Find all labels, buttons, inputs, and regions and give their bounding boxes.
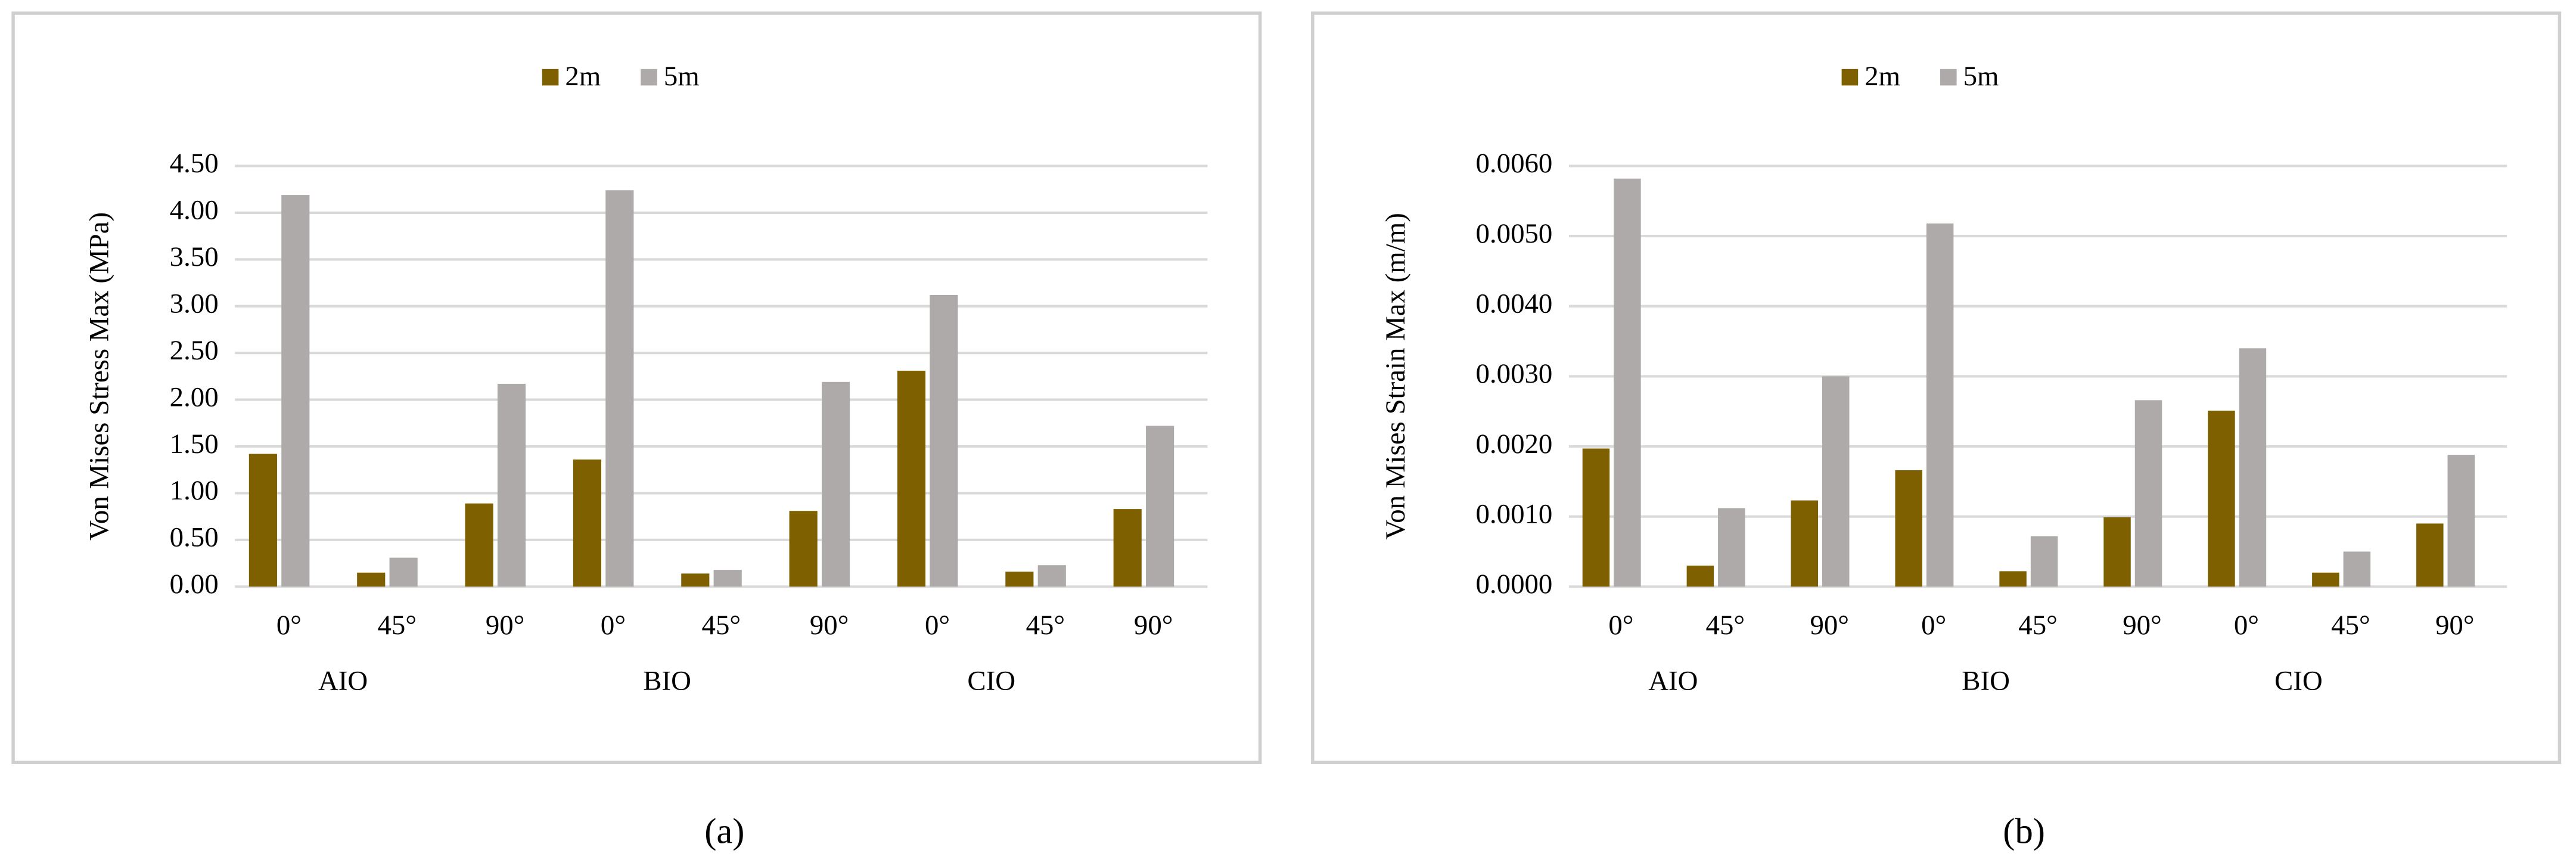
y-tick-label: 0.0050 [1476,218,1553,249]
bar [1582,448,1610,587]
x-tick-label: 90° [486,610,525,641]
bar [605,190,634,587]
bar [897,370,926,587]
bar [497,383,526,587]
legend-swatch [1841,69,1859,86]
y-tick-label: 1.00 [170,475,219,506]
bar [713,570,742,587]
group-label: AIO [318,666,368,697]
bar [1791,500,1819,587]
y-tick-label: 0.0010 [1476,498,1553,529]
bar [1999,571,2027,587]
bar [1822,376,1850,587]
y-tick-label: 0.0030 [1476,358,1553,389]
y-tick-label: 1.50 [170,429,219,460]
bar [1926,223,1954,587]
bar [1718,508,1745,587]
bar [1037,565,1066,587]
y-tick-label: 3.50 [170,241,219,272]
y-tick-label: 0.50 [170,522,219,553]
y-tick-label: 0.0000 [1476,569,1553,600]
bar [681,573,710,587]
bar [465,503,493,587]
bar [2416,523,2444,587]
group-label: CIO [2274,666,2323,697]
x-tick-label: 0° [1921,610,1946,641]
bar [1005,572,1034,587]
x-tick-label: 0° [276,610,302,641]
x-tick-label: 90° [1810,610,1849,641]
x-tick-label: 90° [1134,610,1173,641]
x-tick-label: 90° [810,610,849,641]
bar [281,195,310,587]
y-tick-label: 0.0020 [1476,429,1553,460]
bar [2103,517,2131,587]
y-tick-label: 0.0060 [1476,148,1553,179]
x-tick-label: 45° [1026,610,1065,641]
legend-label: 5m [1963,61,1999,92]
panel-frame [11,11,1262,765]
panel-label: (a) [704,812,744,852]
legend-swatch [1940,69,1957,86]
group-label: BIO [1962,666,2010,697]
bar [248,454,277,587]
y-tick-label: 0.0040 [1476,288,1553,319]
x-tick-label: 90° [2123,610,2162,641]
x-tick-label: 45° [1706,610,1745,641]
bar [1113,509,1142,587]
y-tick-label: 4.50 [170,148,219,179]
panel-label: (b) [2003,812,2045,852]
y-axis-label: Von Mises Stress Max (MPa) [84,212,115,541]
x-tick-label: 0° [925,610,950,641]
bar [1146,426,1174,587]
legend-swatch [542,69,559,86]
group-label: CIO [967,666,1015,697]
bar [2134,400,2162,587]
y-axis-label: Von Mises Strain Max (m/m) [1380,213,1411,539]
y-tick-label: 4.00 [170,195,219,226]
bar [1895,470,1922,587]
bar [573,459,602,587]
group-label: BIO [643,666,691,697]
x-tick-label: 0° [2234,610,2259,641]
bar [389,557,418,587]
x-tick-label: 45° [2331,610,2370,641]
bar [930,294,958,587]
bar [2312,572,2339,587]
x-tick-label: 0° [1608,610,1633,641]
y-tick-label: 2.50 [170,335,219,366]
bar [2030,536,2058,587]
x-tick-label: 45° [702,610,741,641]
bar [1686,565,1714,587]
x-tick-label: 45° [377,610,417,641]
bar [2208,411,2235,587]
x-tick-label: 90° [2435,610,2475,641]
bar [2447,455,2475,587]
legend-swatch [641,69,657,86]
y-tick-label: 0.00 [170,569,219,600]
legend-label: 2m [1865,61,1900,92]
bar [2343,551,2371,587]
bar [357,572,386,587]
group-label: AIO [1648,666,1698,697]
bar [1614,178,1641,587]
bar [821,381,850,587]
bar [789,511,818,587]
y-tick-label: 3.00 [170,288,219,319]
x-tick-label: 45° [2018,610,2058,641]
legend-label: 2m [565,61,601,92]
legend-label: 5m [664,61,700,92]
x-tick-label: 0° [601,610,626,641]
bar [2239,348,2267,587]
y-tick-label: 2.00 [170,381,219,412]
